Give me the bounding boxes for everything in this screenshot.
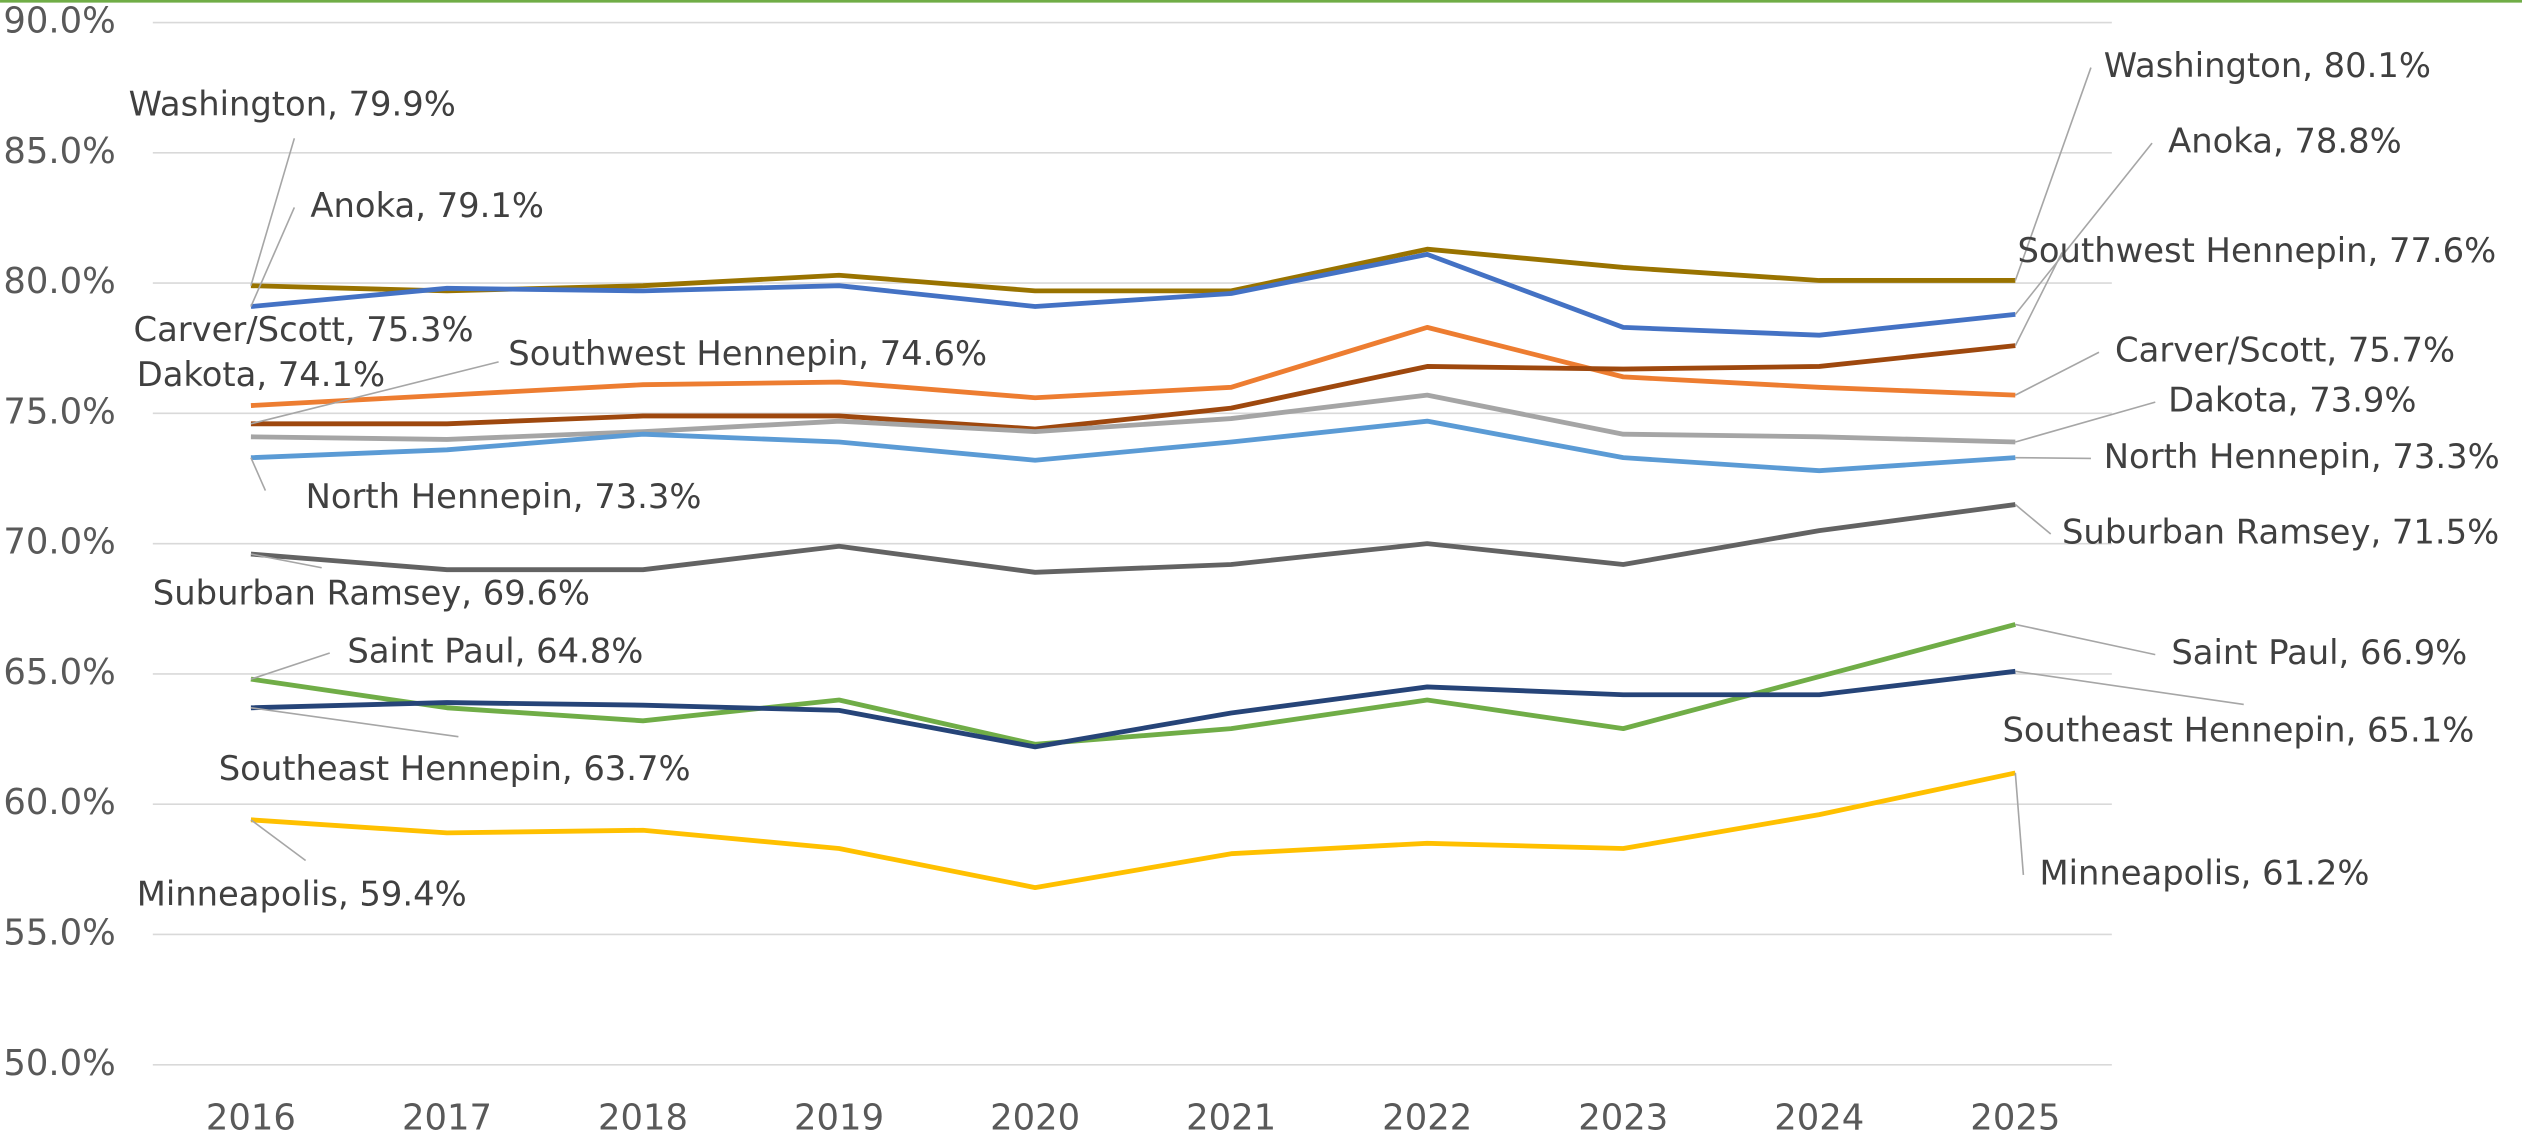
leader-line [2015, 623, 2156, 656]
x-tick-label: 2023 [1578, 1097, 1668, 1138]
data-label: North Hennepin, 73.3% [2104, 437, 2500, 476]
data-label: Southwest Hennepin, 77.6% [2017, 231, 2496, 270]
leader-line [2014, 67, 2092, 281]
series-line [250, 418, 2016, 474]
data-label: Carver/Scott, 75.7% [2115, 331, 2455, 370]
series-line [250, 502, 2016, 575]
data-label: Southeast Hennepin, 65.1% [2002, 710, 2474, 749]
data-label: Southwest Hennepin, 74.6% [508, 334, 987, 373]
leader-line [250, 207, 296, 307]
series-line [250, 770, 2016, 890]
x-tick-label: 2022 [1382, 1097, 1472, 1138]
data-label: Washington, 80.1% [2104, 46, 2431, 85]
leader-line [250, 361, 499, 425]
x-tick-label: 2016 [206, 1097, 296, 1138]
y-tick-label: 80.0% [3, 261, 115, 302]
leader-line [250, 652, 330, 680]
series-line [250, 246, 2016, 294]
x-tick-label: 2025 [1970, 1097, 2060, 1138]
series-line [250, 252, 2016, 338]
data-label: Suburban Ramsey, 71.5% [2062, 512, 2499, 551]
leader-line [2015, 670, 2244, 706]
series-line [250, 324, 2016, 408]
x-tick-label: 2024 [1774, 1097, 1864, 1138]
leader-line [2014, 772, 2025, 876]
data-label: Saint Paul, 64.8% [347, 632, 643, 671]
x-tick-label: 2018 [598, 1097, 688, 1138]
y-tick-label: 55.0% [3, 912, 115, 953]
leader-line [2015, 456, 2091, 460]
x-tick-label: 2020 [990, 1097, 1080, 1138]
leader-line [2014, 351, 2100, 396]
leader-line [2014, 252, 2063, 346]
leader-line [2014, 503, 2052, 535]
leader-line [2015, 401, 2156, 443]
data-label: Washington, 79.9% [129, 85, 456, 124]
y-tick-label: 75.0% [3, 391, 115, 432]
series-line [250, 392, 2016, 445]
series-line [250, 622, 2016, 747]
series-line [250, 668, 2016, 750]
leader-line [250, 138, 296, 286]
data-label: Anoka, 79.1% [310, 186, 544, 225]
data-label: Carver/Scott, 75.3% [134, 310, 474, 349]
data-label: Minneapolis, 59.4% [137, 874, 467, 913]
data-label: Saint Paul, 66.9% [2171, 633, 2467, 672]
x-tick-label: 2017 [402, 1097, 492, 1138]
leader-line [250, 457, 267, 491]
y-tick-label: 65.0% [3, 652, 115, 693]
y-tick-label: 85.0% [3, 131, 115, 172]
leader-line [250, 706, 459, 738]
data-label: Southeast Hennepin, 63.7% [219, 749, 691, 788]
series-line [250, 343, 2016, 432]
x-tick-label: 2019 [794, 1097, 884, 1138]
y-tick-label: 70.0% [3, 522, 115, 563]
data-label: Anoka, 78.8% [2168, 122, 2402, 161]
leader-line [2014, 142, 2153, 315]
x-tick-label: 2021 [1186, 1097, 1276, 1138]
leader-line [250, 819, 307, 862]
data-label: Dakota, 73.9% [2168, 381, 2416, 420]
y-tick-label: 90.0% [3, 1, 115, 42]
y-tick-label: 50.0% [3, 1043, 115, 1084]
data-label: North Hennepin, 73.3% [306, 477, 702, 516]
data-label: Minneapolis, 61.2% [2039, 853, 2369, 892]
data-label: Suburban Ramsey, 69.6% [153, 574, 590, 613]
y-tick-label: 60.0% [3, 782, 115, 823]
leader-line [250, 553, 322, 569]
data-label: Dakota, 74.1% [137, 355, 385, 394]
